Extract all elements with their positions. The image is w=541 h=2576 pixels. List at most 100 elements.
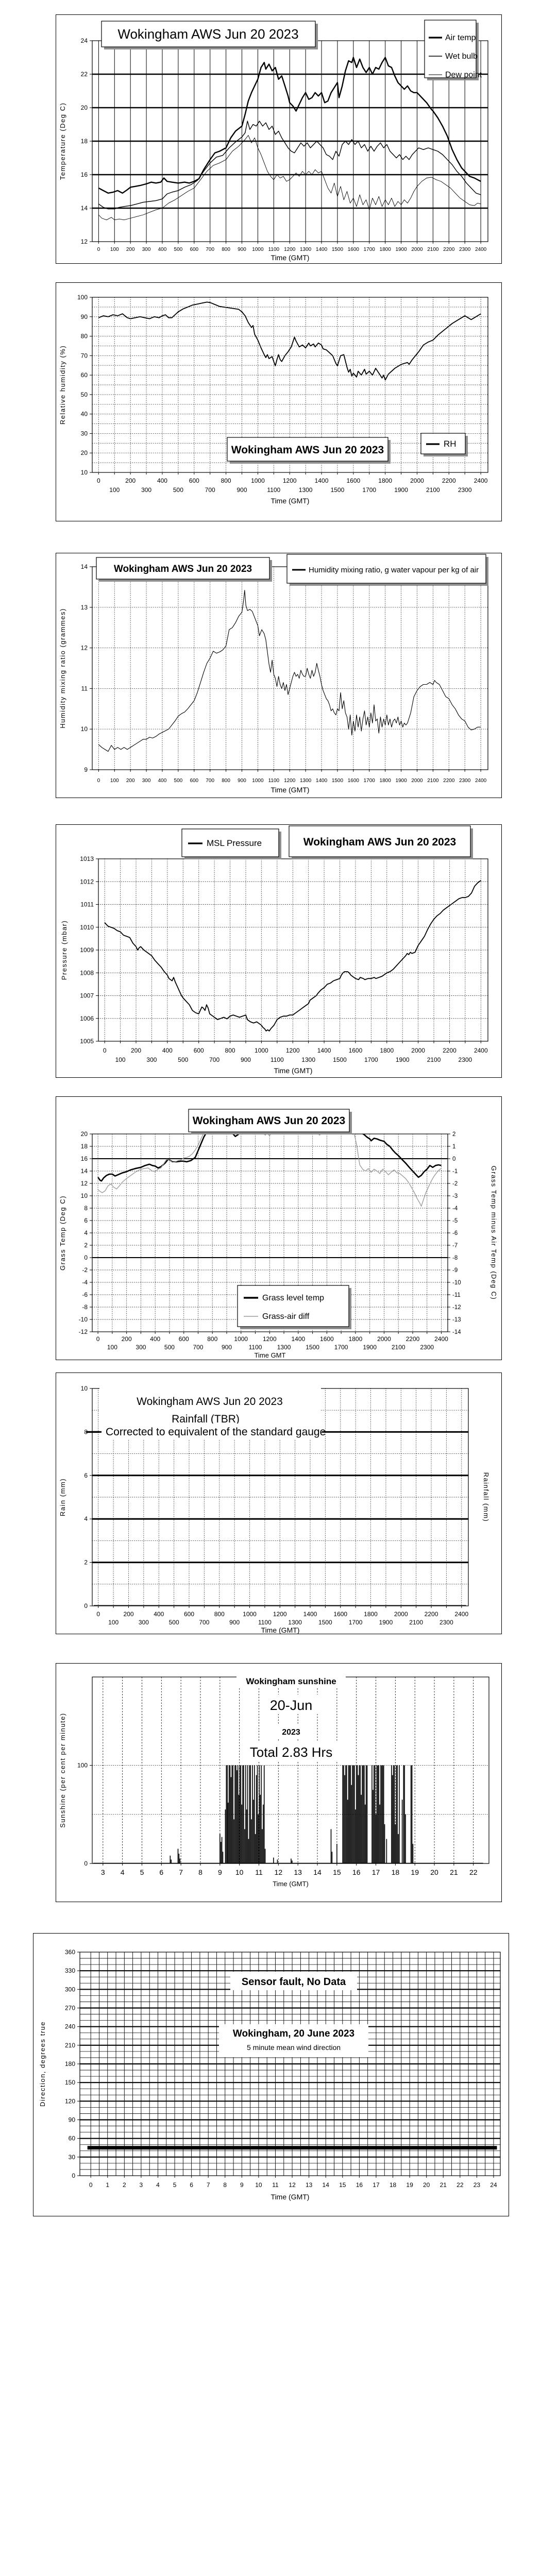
x-tick-label: 600	[184, 1611, 194, 1618]
x-tick-label: 1000	[252, 247, 264, 252]
x-tick-label: 1700	[362, 486, 376, 494]
y-tick-label: -6	[82, 1291, 88, 1298]
y-tick-label: 1008	[80, 969, 94, 976]
y-tick-label: 6	[84, 1217, 88, 1224]
chart-title: Wokingham sunshine	[246, 1676, 336, 1686]
axes: 0100200300400500600700800900100011001200…	[60, 855, 488, 1075]
x-tick-label: 2200	[443, 247, 455, 252]
y-axis-title: Temperature (Deg C)	[59, 103, 66, 180]
x-axis-title: Time (GMT)	[273, 1880, 309, 1888]
y2-axis-title: Rainfall (mm)	[482, 1472, 490, 1522]
x-tick-label: 1400	[291, 1335, 305, 1343]
y-tick-label: 16	[81, 1155, 88, 1162]
x-tick-label: 10	[235, 1868, 244, 1876]
x-tick-label: 9	[240, 2181, 244, 2189]
x-tick-label: 1600	[333, 1611, 347, 1618]
chart-grass-temperature-svg: Wokingham AWS Jun 20 2023 Grass level tem…	[59, 1109, 498, 1359]
x-axis-title: Time (GMT)	[271, 786, 310, 794]
chart-title: Wokingham, 20 June 2023	[233, 2028, 354, 2039]
overlay-box	[96, 557, 270, 580]
x-tick-label: 1900	[363, 1344, 377, 1351]
y-tick-label: 10	[81, 1192, 88, 1199]
overlay-box	[101, 21, 316, 47]
x-tick-label: 13	[306, 2181, 313, 2189]
x-tick-label: 2100	[409, 1619, 423, 1626]
x-tick-label: 17	[373, 2181, 380, 2189]
chart-title: Wokingham AWS Jun 20 2023	[303, 836, 456, 848]
x-tick-label: 10	[255, 2181, 262, 2189]
x-tick-label: 21	[450, 1868, 458, 1876]
y-tick-label: 1013	[80, 855, 94, 862]
x-tick-label: 2100	[426, 486, 440, 494]
x-tick-label: 0	[97, 247, 100, 252]
y-axis-title: Pressure (mbar)	[60, 920, 68, 980]
x-tick-label: 12	[275, 1868, 283, 1876]
x-tick-label: 1600	[348, 778, 360, 784]
x-tick-label: 24	[490, 2181, 497, 2189]
x-tick-label: 1200	[263, 1335, 277, 1343]
x-tick-label: 1800	[380, 247, 392, 252]
y-tick-label: 11	[81, 685, 88, 692]
series-msl-pressure	[104, 880, 481, 1032]
x-tick-label: 300	[146, 1056, 157, 1063]
x-tick-label: 300	[136, 1344, 146, 1351]
x-tick-label: 1100	[270, 1056, 284, 1063]
x-tick-label: 400	[157, 477, 167, 484]
y-tick-label: 18	[81, 1143, 88, 1150]
x-tick-label: 1200	[273, 1611, 287, 1618]
overlays: Sensor fault, No Data Wokingham, 20 June …	[219, 1972, 368, 2057]
x-tick-label: 7	[179, 1868, 183, 1876]
y-tick-label: 330	[65, 1967, 75, 1974]
x-tick-label: 15	[333, 1868, 341, 1876]
x-tick-label: 1800	[380, 1047, 394, 1054]
legend-label: Dew point	[445, 71, 482, 79]
x-tick-label: 100	[115, 1056, 126, 1063]
gridlines	[98, 859, 488, 1041]
x-tick-label: 1000	[234, 1335, 248, 1343]
x-tick-label: 13	[294, 1868, 302, 1876]
x-tick-label: 700	[193, 1344, 203, 1351]
y2-tick-label: -14	[452, 1329, 461, 1335]
x-tick-label: 1200	[283, 477, 297, 484]
x-tick-label: 200	[126, 778, 135, 784]
series-air-temp	[98, 57, 481, 194]
chart-rainfall: Wokingham AWS Jun 20 2023 Rainfall (TBR) C…	[56, 1372, 502, 1634]
y-tick-label: 10	[81, 1385, 88, 1392]
x-tick-label: 700	[199, 1619, 209, 1626]
y-tick-label: 90	[81, 313, 88, 320]
y2-tick-label: 0	[452, 1156, 455, 1162]
x-tick-label: 5	[173, 2181, 177, 2189]
x-tick-label: 600	[189, 477, 199, 484]
chart-msl-pressure: MSL Pressure Wokingham AWS Jun 20 2023 0 10…	[56, 824, 502, 1078]
y-tick-label: 1007	[80, 992, 94, 999]
x-tick-label: 4	[121, 1868, 125, 1876]
y-tick-label: 150	[65, 2079, 75, 2086]
x-axis-title: Time (GMT)	[271, 497, 310, 505]
x-axis-title: Time (GMT)	[271, 253, 310, 262]
series-group	[104, 880, 481, 1032]
x-tick-label: 7	[207, 2181, 210, 2189]
x-tick-label: 2100	[392, 1344, 405, 1351]
x-tick-label: 15	[339, 2181, 346, 2189]
series-grass-air-diff	[97, 1134, 442, 1207]
x-tick-label: 400	[150, 1335, 160, 1343]
x-tick-label: 1500	[333, 1056, 347, 1063]
y2-tick-label: -4	[452, 1206, 458, 1212]
x-tick-label: 11	[255, 1868, 263, 1876]
y2-tick-label: -7	[452, 1243, 458, 1249]
y2-tick-label: -12	[452, 1304, 461, 1311]
y-tick-label: 20	[81, 449, 88, 456]
overlays: MSL Pressure Wokingham AWS Jun 20 2023	[181, 825, 473, 859]
y-tick-label: 4	[84, 1229, 88, 1236]
x-tick-label: 400	[162, 1047, 173, 1054]
x-tick-label: 300	[139, 1619, 149, 1626]
y-tick-label: 6	[84, 1472, 88, 1479]
x-tick-label: 900	[236, 486, 247, 494]
x-tick-label: 900	[238, 247, 246, 252]
y-tick-label: 100	[77, 294, 88, 301]
legend-box	[286, 554, 486, 584]
x-tick-label: 11	[272, 2181, 279, 2189]
legend-label: RH	[444, 439, 457, 449]
x-tick-label: 22	[469, 1868, 478, 1876]
